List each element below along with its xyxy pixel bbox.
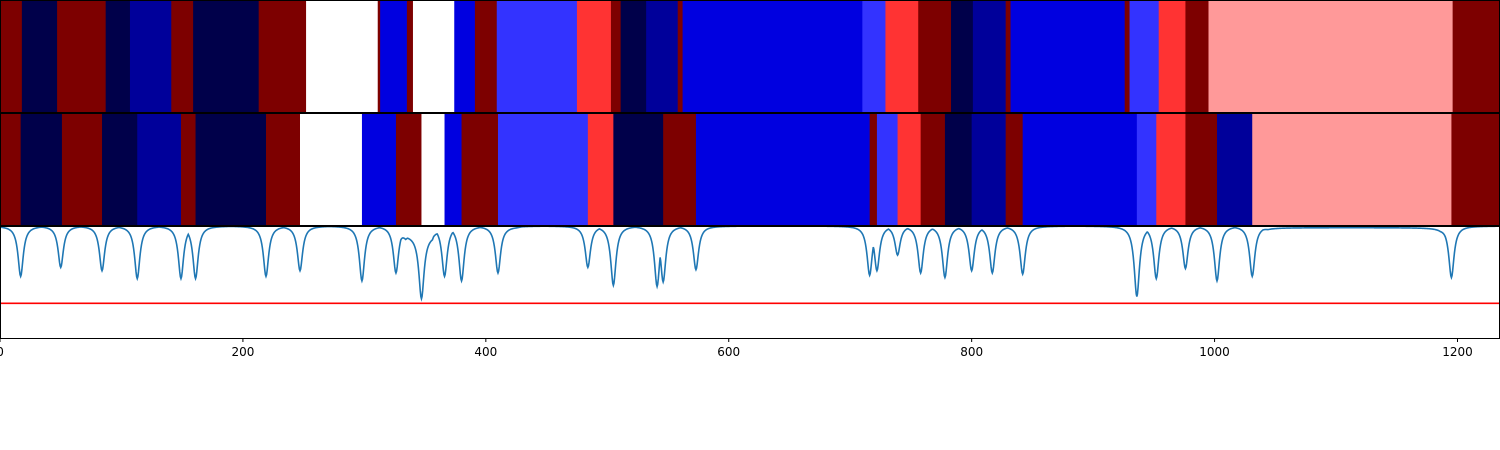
heatmap-cell-2-25	[1005, 113, 1024, 225]
heatmap-cell-2-15	[587, 113, 614, 225]
heatmap-cell-2-24	[971, 113, 1007, 225]
heatmap-cell-2-27	[1136, 113, 1157, 225]
heatmap-cell-1-34	[1452, 0, 1500, 112]
heatmap-cell-2-4	[137, 113, 182, 225]
heatmap-cell-1-4	[129, 0, 172, 112]
heatmap-cell-1-18	[620, 0, 647, 112]
heatmap-cell-1-28	[1010, 0, 1126, 112]
heatmap-cell-2-3	[102, 113, 138, 225]
heatmap-cell-1-17	[610, 0, 622, 112]
heatmap-cell-1-22	[862, 0, 887, 112]
heatmap-cell-2-8	[300, 113, 363, 225]
x-tick-label: 1200	[1442, 345, 1473, 359]
heatmap-cell-2-30	[1217, 113, 1253, 225]
heatmap-cell-1-26	[972, 0, 1007, 112]
heatmap-cell-2-2	[61, 113, 103, 225]
heatmap-cell-1-11	[406, 0, 414, 112]
heatmap-cell-2-17	[663, 113, 697, 225]
heatmap-cell-1-19	[646, 0, 679, 112]
x-tick-label: 800	[960, 345, 983, 359]
heatmap-cell-2-28	[1156, 113, 1187, 225]
heatmap-cell-2-19	[869, 113, 878, 225]
heatmap-cell-2-29	[1185, 113, 1218, 225]
heatmap-cell-1-1	[21, 0, 58, 112]
heatmap-cell-2-14	[497, 113, 589, 225]
heatmap-cell-2-11	[421, 113, 446, 225]
x-tick-label: 400	[474, 345, 497, 359]
heatmap-cell-1-29	[1124, 0, 1131, 112]
heatmap-cell-1-8	[306, 0, 379, 112]
heatmap-cell-1-13	[454, 0, 476, 112]
heatmap-cell-2-16	[613, 113, 664, 225]
x-tick-label: 1000	[1199, 345, 1230, 359]
heatmap-cell-2-7	[265, 113, 301, 225]
heatmap-cell-2-12	[444, 113, 463, 225]
line-plot	[0, 225, 1500, 305]
heatmap-cell-1-0	[0, 0, 23, 112]
heatmap-cell-1-25	[951, 0, 974, 112]
x-tick-label: 200	[231, 345, 254, 359]
heatmap-cell-2-21	[897, 113, 922, 225]
heatmap-cell-2-9	[361, 113, 397, 225]
heatmap-cell-1-27	[1005, 0, 1012, 112]
heatmap-cell-2-13	[461, 113, 499, 225]
heatmap-cell-1-15	[496, 0, 578, 112]
heatmap-cell-1-14	[474, 0, 498, 112]
heatmap-cell-2-10	[395, 113, 423, 225]
heatmap-strip-top	[0, 0, 1500, 112]
heatmap-cell-1-21	[682, 0, 863, 112]
heatmap-cell-2-20	[876, 113, 899, 225]
heatmap-cell-1-12	[412, 0, 455, 112]
heatmap-cell-1-5	[171, 0, 194, 112]
heatmap-cell-1-2	[57, 0, 107, 112]
heatmap-cell-2-22	[920, 113, 946, 225]
x-axis: 0 200 400 600 800 1000 1200	[0, 338, 1473, 359]
x-tick-label: 600	[717, 345, 740, 359]
series-line	[0, 225, 1500, 302]
heatmap-cell-1-16	[576, 0, 612, 112]
heatmap-cell-2-5	[180, 113, 197, 225]
x-tick-label: 0	[0, 345, 4, 359]
heatmap-cell-2-26	[1022, 113, 1138, 225]
heatmap-cell-2-1	[20, 113, 63, 225]
heatmap-cell-1-9	[377, 0, 381, 112]
heatmap-cell-2-6	[195, 113, 267, 225]
heatmap-cell-1-7	[258, 0, 307, 112]
heatmap-cell-2-32	[1451, 113, 1500, 225]
heatmap-cell-1-30	[1129, 0, 1160, 112]
heatmap-cell-2-31	[1252, 113, 1453, 225]
heatmap-strip-bottom	[0, 113, 1500, 225]
heatmap-cell-2-18	[695, 113, 871, 225]
heatmap-cell-1-3	[105, 0, 131, 112]
heatmap-cell-1-24	[918, 0, 952, 112]
panel-frame-3	[0, 226, 1500, 339]
heatmap-cell-2-23	[944, 113, 973, 225]
heatmap-cell-1-23	[885, 0, 919, 112]
heatmap-cell-1-6	[193, 0, 260, 112]
heatmap-cell-1-20	[677, 0, 684, 112]
heatmap-cell-1-10	[380, 0, 408, 112]
heatmap-cell-1-32	[1185, 0, 1210, 112]
heatmap-cell-1-31	[1158, 0, 1187, 112]
heatmap-cell-1-33	[1208, 0, 1454, 112]
heatmap-cell-2-0	[0, 113, 22, 225]
